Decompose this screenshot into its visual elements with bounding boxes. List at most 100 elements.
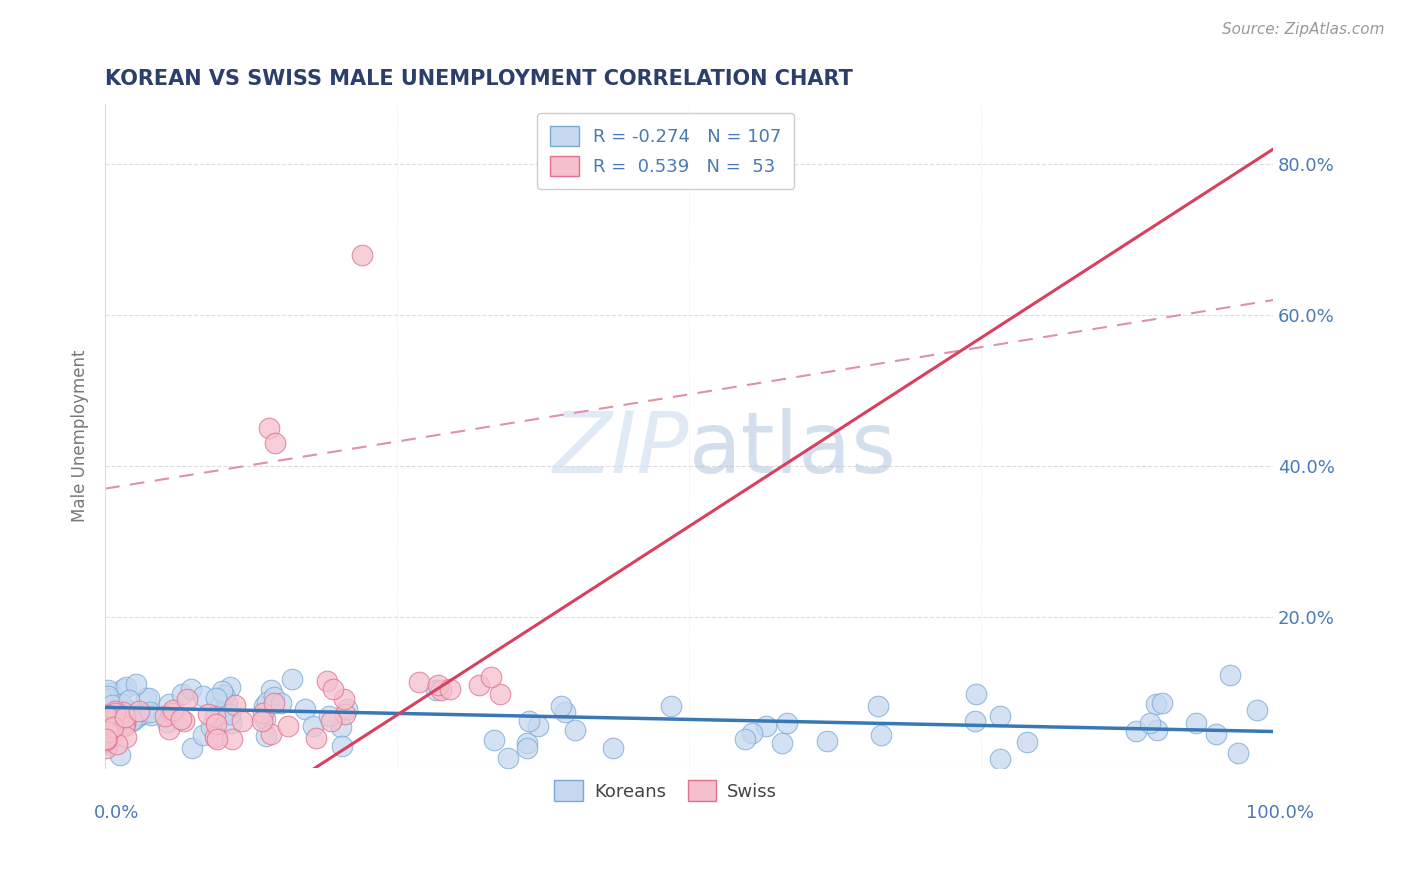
Point [1246, 703, 1268, 717]
Point [1150, 696, 1173, 710]
Point [96, 723, 118, 738]
Point [1146, 723, 1168, 737]
Point [104, 714, 127, 729]
Point [96, 706, 118, 721]
Point [96, 714, 118, 729]
Point [105, 737, 128, 751]
Point [157, 722, 180, 736]
Point [128, 706, 150, 720]
Point [496, 750, 519, 764]
Point [96, 692, 118, 706]
Point [305, 731, 328, 745]
Point [221, 732, 243, 747]
Point [105, 703, 128, 717]
Point [176, 692, 198, 706]
Point [156, 714, 179, 729]
Point [114, 681, 136, 695]
Point [253, 699, 276, 714]
Point [96, 726, 118, 740]
Point [96, 732, 118, 747]
Point [1144, 697, 1167, 711]
Point [294, 702, 316, 716]
Point [335, 707, 357, 722]
Point [254, 729, 277, 743]
Point [153, 709, 176, 723]
Point [96, 738, 118, 752]
Point [104, 704, 127, 718]
Point [96, 682, 118, 697]
Point [1226, 746, 1249, 760]
Point [741, 726, 763, 740]
Point [96, 735, 118, 749]
Point [105, 706, 128, 721]
Point [132, 706, 155, 721]
Point [427, 678, 450, 692]
Point [1139, 716, 1161, 731]
Point [112, 719, 135, 733]
Point [516, 740, 538, 755]
Point [211, 684, 233, 698]
Point [121, 713, 143, 727]
Point [815, 733, 838, 747]
Point [197, 706, 219, 721]
Point [170, 687, 193, 701]
Point [96, 732, 118, 747]
Point [170, 712, 193, 726]
Point [260, 727, 283, 741]
Point [114, 709, 136, 723]
Point [770, 736, 793, 750]
Point [180, 681, 202, 696]
Point [204, 730, 226, 744]
Point [352, 248, 374, 262]
Point [322, 681, 344, 696]
Point [135, 691, 157, 706]
Point [200, 720, 222, 734]
Point [96, 707, 118, 722]
Point [128, 704, 150, 718]
Point [125, 677, 148, 691]
Point [319, 714, 342, 728]
Point [257, 421, 280, 435]
Point [1015, 735, 1038, 749]
Point [253, 712, 276, 726]
Point [1205, 726, 1227, 740]
Point [104, 706, 127, 720]
Point [110, 698, 132, 712]
Text: Source: ZipAtlas.com: Source: ZipAtlas.com [1222, 22, 1385, 37]
Point [101, 720, 124, 734]
Point [96, 723, 118, 737]
Point [96, 689, 118, 703]
Point [263, 436, 285, 450]
Point [191, 689, 214, 703]
Legend: Koreans, Swiss: Koreans, Swiss [547, 773, 785, 808]
Point [776, 715, 799, 730]
Point [139, 708, 162, 723]
Point [96, 740, 118, 755]
Point [121, 714, 143, 729]
Point [516, 736, 538, 750]
Point [139, 705, 162, 719]
Point [97, 727, 120, 741]
Point [98, 718, 121, 732]
Point [111, 682, 134, 697]
Point [98, 708, 121, 723]
Point [117, 693, 139, 707]
Point [162, 703, 184, 717]
Point [256, 695, 278, 709]
Point [526, 719, 548, 733]
Point [259, 682, 281, 697]
Point [217, 697, 239, 711]
Point [277, 719, 299, 733]
Point [468, 678, 491, 692]
Point [100, 704, 122, 718]
Point [439, 681, 461, 696]
Point [193, 728, 215, 742]
Text: 0.0%: 0.0% [94, 805, 139, 822]
Point [219, 680, 242, 694]
Point [115, 731, 138, 745]
Point [219, 715, 242, 730]
Point [173, 714, 195, 728]
Point [250, 714, 273, 729]
Point [101, 698, 124, 713]
Point [96, 691, 118, 706]
